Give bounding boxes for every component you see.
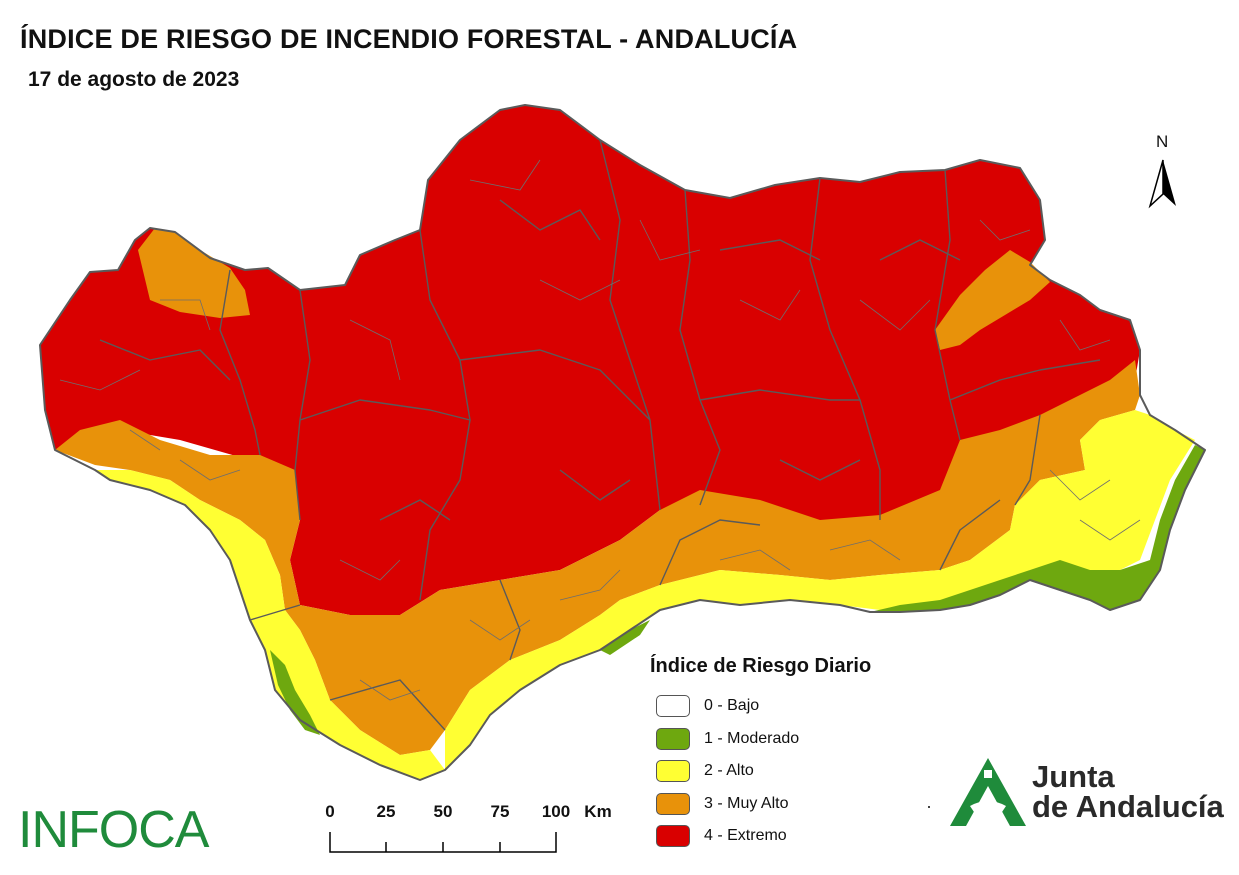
region-extremo	[40, 105, 1140, 615]
infoca-logo: INFOCA	[18, 801, 209, 859]
region-muy-alto-northwest	[138, 228, 250, 318]
municipal-minor-boundaries	[59, 159, 1141, 701]
legend-item-alto: 2 - Alto	[650, 755, 950, 788]
legend-item-moderado: 1 - Moderado	[650, 723, 950, 756]
region-alto-south	[445, 410, 1195, 770]
region-muy-alto-south	[55, 360, 1140, 755]
scale-tick-label: 0	[325, 802, 335, 821]
small-dot	[928, 806, 930, 808]
junta-line2: de Andalucía	[1032, 789, 1224, 824]
map-date: 17 de agosto de 2023	[28, 68, 240, 91]
scale-tick-label: 100	[541, 802, 571, 821]
legend-label: 0 - Bajo	[704, 697, 760, 715]
legend-item-bajo: 0 - Bajo	[650, 690, 950, 723]
scale-bar-line	[329, 832, 557, 853]
legend-item-muy-alto: 3 - Muy Alto	[650, 788, 950, 821]
scale-tick-label: 75	[490, 802, 510, 821]
legend-label: 3 - Muy Alto	[704, 794, 789, 812]
legend-item-extremo: 4 - Extremo	[650, 820, 950, 853]
region-muy-alto-northeast	[935, 250, 1050, 350]
legend-swatch	[656, 695, 690, 718]
north-label: N	[1156, 132, 1169, 151]
map-title: ÍNDICE DE RIESGO DE INCENDIO FORESTAL - …	[20, 24, 798, 54]
region-moderado-west	[270, 650, 320, 735]
legend-label: 1 - Moderado	[704, 729, 800, 747]
junta-line1: Junta	[1032, 759, 1115, 794]
north-arrow-icon	[1148, 159, 1176, 209]
legend-label: 4 - Extremo	[704, 827, 787, 845]
legend-label: 2 - Alto	[704, 762, 754, 780]
municipal-boundaries	[39, 104, 1206, 781]
region-alto-west	[95, 470, 445, 780]
legend-swatch	[656, 825, 690, 848]
scale-tick-label: 50	[433, 802, 453, 821]
legend-swatch	[656, 727, 690, 750]
scale-tick-label: 25	[376, 802, 396, 821]
scale-unit-label: Km	[584, 802, 612, 821]
legend-title: Índice de Riesgo Diario	[650, 655, 872, 677]
region-moderado-east	[870, 445, 1205, 612]
junta-andalucia-logo-icon	[950, 758, 1026, 826]
legend: Índice de Riesgo Diario 0 - Bajo 1 - Mod…	[650, 655, 950, 853]
legend-swatch	[656, 792, 690, 815]
junta-andalucia-wordmark: Junta de Andalucía	[1032, 759, 1224, 824]
region-moderado-south	[600, 620, 650, 655]
legend-swatch	[656, 760, 690, 783]
scale-bar: 0 25 50 75 100 Km	[320, 800, 620, 860]
